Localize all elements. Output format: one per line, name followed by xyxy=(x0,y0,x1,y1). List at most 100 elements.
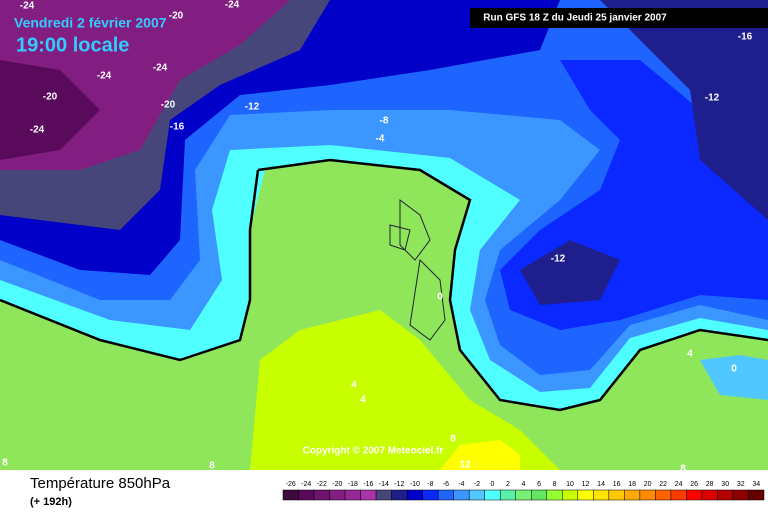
scale-label: 12 xyxy=(582,481,590,488)
contour-label: -20 xyxy=(169,11,184,22)
scale-label: 6 xyxy=(537,481,541,488)
contour-label: -12 xyxy=(705,93,720,104)
scale-swatch xyxy=(577,489,594,501)
scale-label: -4 xyxy=(458,481,464,488)
scale-label: -6 xyxy=(443,481,449,488)
cold-zone xyxy=(0,60,100,160)
scale-swatch xyxy=(298,489,315,501)
scale-swatch xyxy=(639,489,656,501)
scale-swatch xyxy=(686,489,703,501)
scale-label: -2 xyxy=(474,481,480,488)
cold-zone xyxy=(520,240,620,305)
contour-label: -8 xyxy=(380,116,389,127)
scale-swatch xyxy=(732,489,749,501)
scale-swatch xyxy=(344,489,361,501)
scale-label: -10 xyxy=(410,481,420,488)
scale-label: -24 xyxy=(301,481,311,488)
scale-label: 2 xyxy=(506,481,510,488)
scale-label: 22 xyxy=(659,481,667,488)
scale-label: 14 xyxy=(597,481,605,488)
forecast-lead: (+ 192h) xyxy=(30,496,72,508)
footer-title: Température 850hPa xyxy=(30,475,171,492)
scale-swatch xyxy=(593,489,610,501)
contour-label: -20 xyxy=(161,100,176,111)
scale-swatch xyxy=(329,489,346,501)
contour-label: 8 xyxy=(2,458,8,469)
scale-swatch xyxy=(468,489,485,501)
scale-label: 8 xyxy=(553,481,557,488)
contour-label: -12 xyxy=(551,254,566,265)
scale-swatch xyxy=(717,489,734,501)
scale-label: -18 xyxy=(348,481,358,488)
coastline xyxy=(389,199,446,341)
contour-label: -4 xyxy=(376,134,385,145)
scale-swatch xyxy=(748,489,765,501)
scale-label: -26 xyxy=(286,481,296,488)
contour-label: 8 xyxy=(209,461,215,472)
scale-label: 30 xyxy=(721,481,729,488)
scale-swatch xyxy=(531,489,548,501)
scale-label: -12 xyxy=(394,481,404,488)
scale-swatch xyxy=(515,489,532,501)
valid-date: Vendredi 2 février 2007 xyxy=(14,15,167,31)
scale-swatch xyxy=(670,489,687,501)
contour-label: 0 xyxy=(731,364,737,375)
scale-label: 4 xyxy=(522,481,526,488)
contour-label: 4 xyxy=(351,380,357,391)
scale-swatch xyxy=(437,489,454,501)
scale-swatch xyxy=(701,489,718,501)
scale-swatch xyxy=(391,489,408,501)
contour-label: 8 xyxy=(450,434,456,445)
scale-label: 18 xyxy=(628,481,636,488)
scale-swatch xyxy=(453,489,470,501)
scale-label: 32 xyxy=(737,481,745,488)
scale-label: -20 xyxy=(332,481,342,488)
run-box xyxy=(470,8,768,28)
warm-zone xyxy=(440,440,520,470)
scale-label: 16 xyxy=(613,481,621,488)
cold-zone xyxy=(600,0,768,220)
scale-swatch xyxy=(360,489,377,501)
scale-swatch xyxy=(608,489,625,501)
scale-swatch xyxy=(562,489,579,501)
local-time: 19:00 locale xyxy=(16,34,129,56)
copyright: Copyright © 2007 Meteociel.fr xyxy=(303,446,444,457)
contour-label: -12 xyxy=(245,102,260,113)
cold-zone xyxy=(700,355,768,400)
scale-label: 34 xyxy=(752,481,760,488)
run-info: Run GFS 18 Z du Jeudi 25 janvier 2007 xyxy=(483,13,667,24)
warm-zone xyxy=(250,310,560,470)
scale-swatch xyxy=(422,489,439,501)
zero-contour xyxy=(0,158,768,412)
scale-label: 26 xyxy=(690,481,698,488)
scale-swatch xyxy=(546,489,563,501)
scale-swatch xyxy=(655,489,672,501)
contour-label: -20 xyxy=(43,92,58,103)
scale-swatch xyxy=(313,489,330,501)
contour-label: -24 xyxy=(97,71,112,82)
scale-label: -14 xyxy=(379,481,389,488)
contour-label: -24 xyxy=(153,63,168,74)
scale-label: 10 xyxy=(566,481,574,488)
scale-label: -22 xyxy=(317,481,327,488)
scale-label: 24 xyxy=(675,481,683,488)
contour-label: -24 xyxy=(30,125,45,136)
scale-swatch xyxy=(282,489,299,501)
contour-label: -24 xyxy=(225,0,240,11)
scale-swatch xyxy=(499,489,516,501)
contour-label: 12 xyxy=(459,460,471,471)
scale-swatch xyxy=(406,489,423,501)
scale-swatch xyxy=(624,489,641,501)
scale-label: -16 xyxy=(363,481,373,488)
contour-label: -16 xyxy=(738,32,753,43)
scale-label: -8 xyxy=(427,481,433,488)
scale-label: 0 xyxy=(491,481,495,488)
contour-label: 0 xyxy=(437,292,443,303)
contour-label: 4 xyxy=(687,349,693,360)
scale-label: 28 xyxy=(706,481,714,488)
scale-swatch xyxy=(375,489,392,501)
contour-label: -16 xyxy=(170,122,185,133)
contour-label: 8 xyxy=(680,464,686,475)
